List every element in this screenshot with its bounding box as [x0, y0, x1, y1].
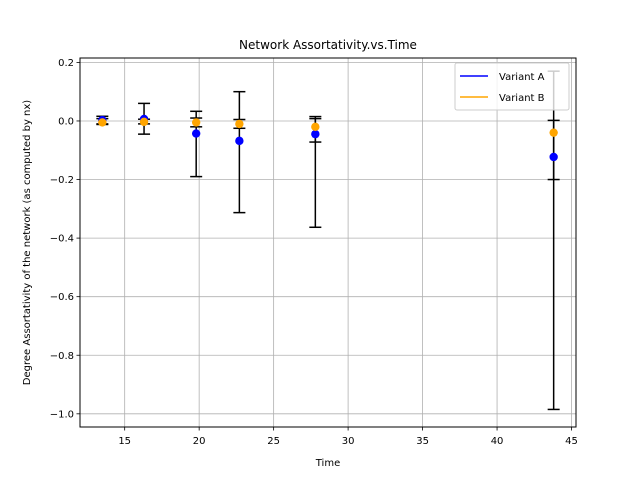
x-tick-label: 40 [491, 436, 504, 447]
error-bars [96, 70, 560, 411]
data-point [139, 117, 149, 127]
data-point [549, 152, 558, 162]
grid-lines [80, 58, 576, 427]
data-point [98, 118, 107, 127]
y-tick-label: −0.2 [50, 175, 74, 186]
data-point [549, 128, 558, 137]
x-tick-label: 15 [118, 436, 131, 447]
y-tick-label: −0.4 [50, 234, 74, 245]
y-tick-label: 0.2 [58, 58, 74, 69]
data-point [235, 136, 244, 146]
y-axis-title: Degree Assortativity of the network (as … [22, 100, 33, 385]
axis-ticks: 15 20 25 30 35 40 45 −1.0 −0.8 −0.6 −0.4 −0.2 0.0 0.2 [50, 58, 578, 447]
legend-label: Variant B [499, 93, 545, 104]
data-point [191, 118, 201, 127]
y-tick-label: 0.0 [58, 116, 74, 127]
x-tick-label: 20 [193, 436, 206, 447]
y-tick-label: −1.0 [50, 409, 74, 420]
legend-box [454, 62, 570, 111]
x-tick-label: 25 [267, 436, 280, 447]
x-tick-label: 35 [416, 436, 429, 447]
data-point [235, 119, 244, 129]
y-tick-label: −0.6 [50, 292, 74, 303]
data-point [311, 122, 320, 132]
chart-title: Network Assortativity.vs.Time [239, 38, 417, 52]
y-tick-label: −0.8 [50, 351, 74, 362]
legend-label: Variant A [499, 72, 545, 83]
x-tick-label: 30 [342, 436, 355, 447]
x-tick-label: 45 [565, 436, 578, 447]
legend: Variant A Variant B [454, 62, 570, 111]
x-axis-title: Time [315, 458, 340, 469]
data-point [311, 129, 320, 139]
data-point [191, 129, 201, 138]
data-points [98, 114, 558, 162]
plot-frame [79, 57, 577, 428]
